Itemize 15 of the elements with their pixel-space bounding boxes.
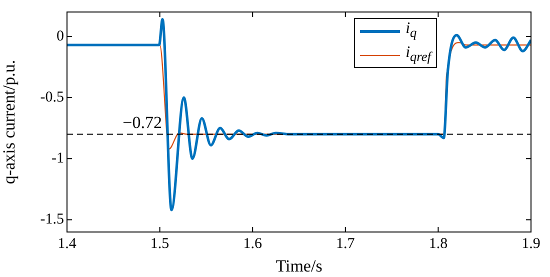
x-tick-label: 1.5 (150, 236, 170, 252)
x-axis-title: Time/s (276, 256, 322, 276)
y-tick-label: 0 (56, 28, 64, 44)
y-axis-title: q-axis current/p.u. (0, 60, 19, 184)
x-tick-label: 1.7 (336, 236, 356, 252)
legend-label: i$_{q}$ (406, 19, 417, 42)
ref-line-label: −0.72 (122, 113, 162, 132)
y-tick-label: -0.5 (40, 89, 64, 106)
y-tick-label: -1 (52, 150, 64, 167)
y-tick-label: -1.5 (40, 212, 64, 228)
legend-label: i$_{qref}$ (406, 43, 431, 66)
x-tick-label: 1.8 (428, 236, 448, 252)
x-tick-label: 1.6 (243, 236, 262, 252)
x-tick-label: 1.9 (522, 236, 540, 252)
x-tick-label: 1.4 (58, 236, 77, 252)
